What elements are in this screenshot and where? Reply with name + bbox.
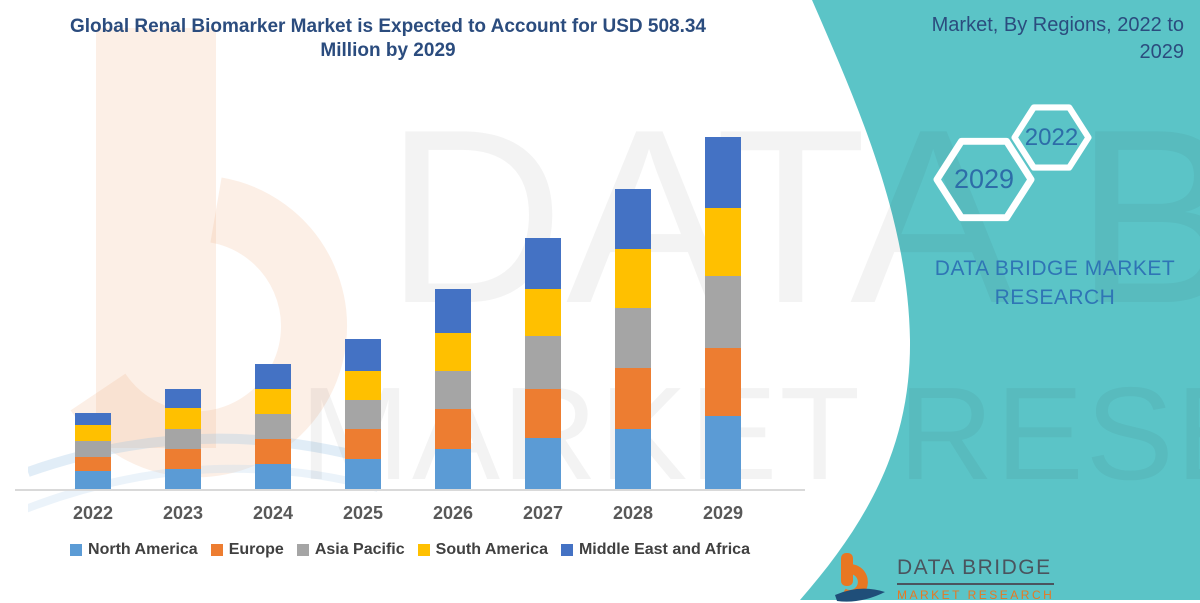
legend-item-south-america: South America: [417, 541, 548, 559]
legend-swatch-icon: [210, 544, 223, 556]
stacked-bar-2022: 2022: [73, 129, 113, 523]
legend-item-north-america: North America: [70, 541, 198, 559]
segment-south-america: [435, 333, 471, 371]
legend-item-europe: Europe: [210, 541, 284, 559]
segment-middle-east-and-africa: [255, 364, 291, 390]
legend-label: North America: [88, 541, 198, 558]
segment-middle-east-and-africa: [435, 288, 471, 334]
segment-middle-east-and-africa: [345, 338, 381, 371]
x-tick-label: 2024: [252, 503, 294, 523]
segment-europe: [615, 368, 651, 429]
stacked-bar-2029: 2029: [703, 129, 743, 523]
segment-asia-pacific: [435, 370, 471, 409]
legend-label: South America: [435, 541, 548, 558]
x-tick-label: 2029: [702, 503, 744, 523]
segment-middle-east-and-africa: [75, 412, 111, 426]
segment-south-america: [615, 249, 651, 309]
teal-side-panel: [800, 0, 1200, 600]
segment-north-america: [435, 448, 471, 489]
chart-legend: North America Europe Asia Pacific South Ame…: [15, 541, 805, 559]
segment-asia-pacific: [705, 276, 741, 348]
segment-south-america: [345, 370, 381, 400]
segment-asia-pacific: [525, 336, 561, 389]
stacked-bar-2026: 2026: [433, 129, 473, 523]
segment-asia-pacific: [255, 414, 291, 440]
chart-title: Global Renal Biomarker Market is Expecte…: [70, 16, 706, 61]
legend-item-middle-east-and-africa: Middle East and Africa: [560, 541, 750, 559]
segment-asia-pacific: [615, 308, 651, 369]
segment-europe: [165, 449, 201, 470]
stacked-bar-2024: 2024: [253, 129, 293, 523]
segment-north-america: [615, 428, 651, 489]
x-tick-label: 2027: [522, 503, 564, 523]
segment-asia-pacific: [75, 440, 111, 457]
legend-swatch-icon: [70, 544, 83, 556]
segment-europe: [705, 347, 741, 416]
segment-south-america: [75, 425, 111, 441]
legend-swatch-icon: [296, 544, 309, 556]
segment-north-america: [525, 437, 561, 489]
segment-north-america: [165, 469, 201, 489]
x-tick-label: 2023: [162, 503, 204, 523]
stacked-bar-2023: 2023: [163, 129, 203, 523]
segment-south-america: [255, 389, 291, 415]
stacked-bar-2027: 2027: [523, 129, 563, 523]
stacked-bar-2028: 2028: [613, 129, 653, 523]
legend-label: Asia Pacific: [314, 541, 405, 558]
segment-europe: [75, 456, 111, 471]
legend-label: Middle East and Africa: [578, 541, 750, 558]
stacked-bar-2025: 2025: [343, 129, 383, 523]
legend-swatch-icon: [417, 544, 430, 556]
segment-south-america: [525, 288, 561, 337]
legend-label: Europe: [228, 541, 284, 558]
segment-middle-east-and-africa: [615, 189, 651, 250]
segment-north-america: [345, 459, 381, 489]
segment-asia-pacific: [165, 428, 201, 450]
segment-north-america: [705, 415, 741, 489]
segment-south-america: [165, 408, 201, 429]
x-tick-label: 2026: [432, 503, 474, 523]
segment-north-america: [75, 470, 111, 489]
x-tick-label: 2022: [72, 503, 114, 523]
legend-swatch-icon: [560, 544, 573, 556]
x-tick-label: 2028: [612, 503, 654, 523]
segment-north-america: [255, 464, 291, 489]
plot-area: 2022 2023 2024 2025 2026 2027 2028 2029: [15, 129, 805, 523]
segment-europe: [435, 408, 471, 449]
segment-middle-east-and-africa: [525, 238, 561, 289]
segment-europe: [255, 439, 291, 465]
segment-middle-east-and-africa: [705, 137, 741, 208]
legend-item-asia-pacific: Asia Pacific: [296, 541, 405, 559]
segment-asia-pacific: [345, 399, 381, 429]
segment-south-america: [705, 207, 741, 277]
x-axis-line: [15, 489, 805, 491]
x-tick-label: 2025: [342, 503, 384, 523]
segment-europe: [525, 388, 561, 438]
segment-europe: [345, 428, 381, 460]
segment-middle-east-and-africa: [165, 389, 201, 409]
